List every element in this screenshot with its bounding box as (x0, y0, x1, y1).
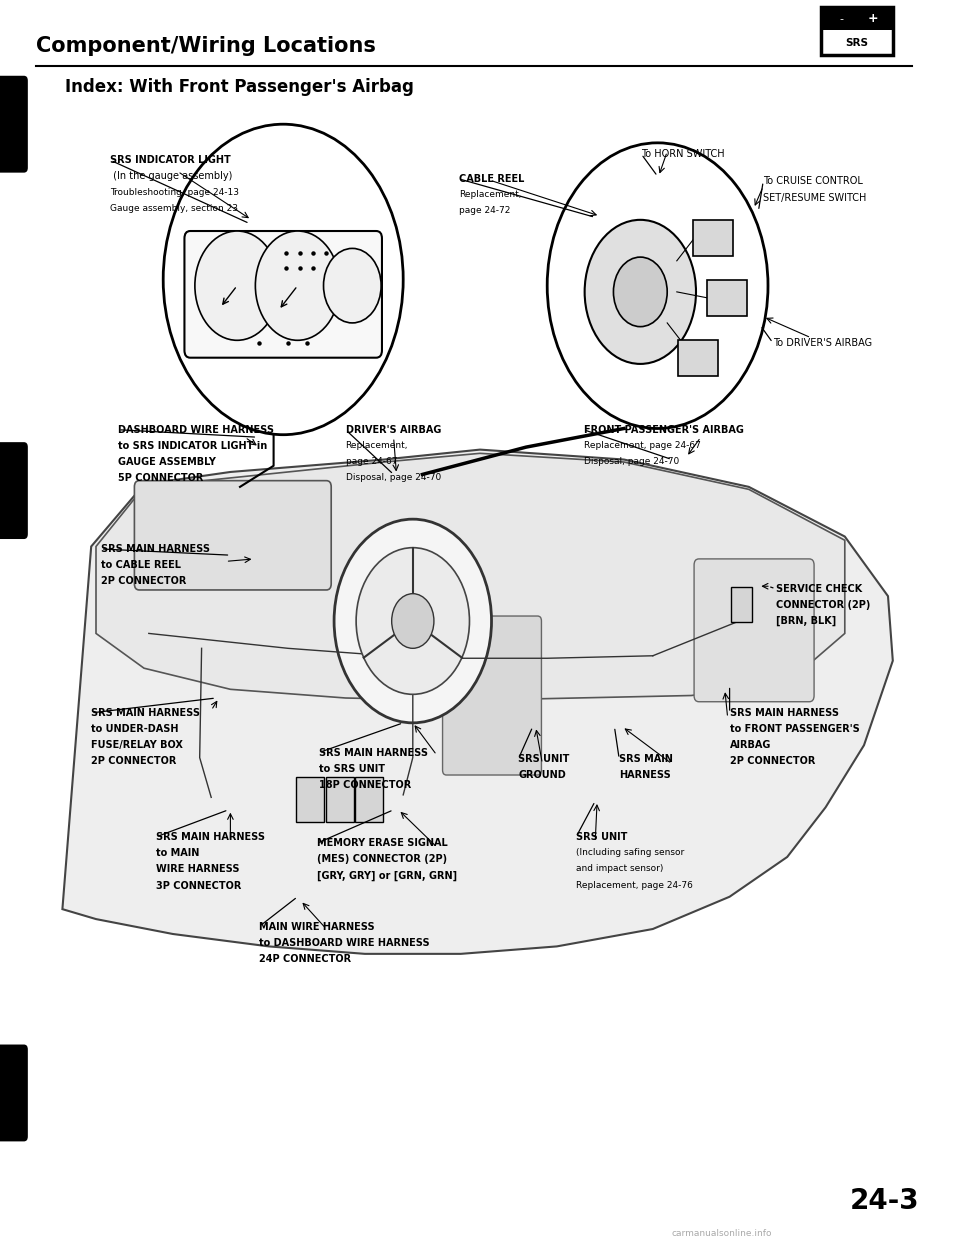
FancyBboxPatch shape (693, 220, 733, 256)
FancyBboxPatch shape (821, 7, 893, 30)
Text: 18P CONNECTOR: 18P CONNECTOR (319, 780, 411, 790)
Text: To CRUISE CONTROL: To CRUISE CONTROL (763, 176, 863, 186)
FancyBboxPatch shape (678, 339, 718, 375)
Circle shape (547, 143, 768, 428)
Text: Replacement, page 24-76: Replacement, page 24-76 (576, 881, 693, 889)
FancyBboxPatch shape (443, 616, 541, 775)
FancyBboxPatch shape (731, 587, 752, 622)
Text: Gauge assembly, section 23: Gauge assembly, section 23 (110, 204, 238, 212)
Circle shape (324, 248, 381, 323)
Text: SRS INDICATOR LIGHT: SRS INDICATOR LIGHT (110, 155, 231, 165)
Text: 3P CONNECTOR: 3P CONNECTOR (156, 881, 241, 891)
Text: SRS MAIN HARNESS: SRS MAIN HARNESS (319, 748, 428, 758)
FancyBboxPatch shape (134, 481, 331, 590)
Text: 2P CONNECTOR: 2P CONNECTOR (730, 756, 815, 766)
Text: to SRS UNIT: to SRS UNIT (319, 764, 385, 774)
FancyBboxPatch shape (326, 777, 354, 822)
Text: DRIVER'S AIRBAG: DRIVER'S AIRBAG (346, 425, 441, 435)
Text: SRS MAIN HARNESS: SRS MAIN HARNESS (730, 708, 839, 718)
Text: [GRY, GRY] or [GRN, GRN]: [GRY, GRY] or [GRN, GRN] (317, 871, 457, 881)
Text: carmanualsonline.info: carmanualsonline.info (672, 1230, 773, 1238)
Circle shape (356, 548, 469, 694)
Text: -: - (839, 14, 843, 24)
Text: To HORN SWITCH: To HORN SWITCH (641, 149, 725, 159)
Text: CABLE REEL: CABLE REEL (459, 174, 524, 184)
Text: DASHBOARD WIRE HARNESS: DASHBOARD WIRE HARNESS (118, 425, 275, 435)
Text: to CABLE REEL: to CABLE REEL (101, 560, 180, 570)
Text: Disposal, page 24-70: Disposal, page 24-70 (346, 473, 441, 482)
Circle shape (334, 519, 492, 723)
Circle shape (195, 231, 279, 340)
Text: to DASHBOARD WIRE HARNESS: to DASHBOARD WIRE HARNESS (259, 938, 430, 948)
Text: SRS MAIN HARNESS: SRS MAIN HARNESS (101, 544, 210, 554)
Text: WIRE HARNESS: WIRE HARNESS (156, 864, 239, 874)
Text: to FRONT PASSENGER'S: to FRONT PASSENGER'S (730, 724, 859, 734)
Text: [BRN, BLK]: [BRN, BLK] (776, 616, 836, 626)
Text: SRS: SRS (846, 39, 868, 48)
Text: to UNDER-DASH: to UNDER-DASH (91, 724, 179, 734)
Text: HARNESS: HARNESS (619, 770, 671, 780)
Text: page 24-72: page 24-72 (459, 206, 511, 215)
Text: Replacement,: Replacement, (346, 441, 408, 450)
Polygon shape (62, 450, 893, 954)
Text: Index: With Front Passenger's Airbag: Index: With Front Passenger's Airbag (65, 78, 414, 96)
Polygon shape (96, 453, 845, 700)
Text: SERVICE CHECK: SERVICE CHECK (776, 584, 862, 594)
Text: to MAIN: to MAIN (156, 848, 199, 858)
Circle shape (585, 220, 696, 364)
FancyBboxPatch shape (694, 559, 814, 702)
Circle shape (613, 257, 667, 327)
Text: SRS UNIT: SRS UNIT (576, 832, 628, 842)
Circle shape (255, 231, 340, 340)
Text: CONNECTOR (2P): CONNECTOR (2P) (776, 600, 870, 610)
Text: (In the gauge assembly): (In the gauge assembly) (110, 171, 232, 181)
FancyBboxPatch shape (184, 231, 382, 358)
Text: Component/Wiring Locations: Component/Wiring Locations (36, 36, 376, 56)
Text: 24P CONNECTOR: 24P CONNECTOR (259, 954, 351, 964)
Text: 24-3: 24-3 (850, 1186, 920, 1215)
Text: +: + (867, 12, 878, 25)
Text: Replacement,: Replacement, (459, 190, 521, 199)
Text: Disposal, page 24-70: Disposal, page 24-70 (584, 457, 679, 466)
Text: Troubleshooting, page 24-13: Troubleshooting, page 24-13 (110, 188, 239, 196)
FancyBboxPatch shape (821, 7, 893, 55)
FancyBboxPatch shape (0, 442, 28, 539)
Text: 2P CONNECTOR: 2P CONNECTOR (91, 756, 177, 766)
Text: SRS UNIT: SRS UNIT (518, 754, 570, 764)
Text: GROUND: GROUND (518, 770, 566, 780)
Text: 5P CONNECTOR: 5P CONNECTOR (118, 473, 204, 483)
Circle shape (163, 124, 403, 435)
Text: FRONT PASSENGER'S AIRBAG: FRONT PASSENGER'S AIRBAG (584, 425, 744, 435)
Text: and impact sensor): and impact sensor) (576, 864, 663, 873)
Text: (MES) CONNECTOR (2P): (MES) CONNECTOR (2P) (317, 854, 447, 864)
FancyBboxPatch shape (355, 777, 383, 822)
Text: SET/RESUME SWITCH: SET/RESUME SWITCH (763, 193, 867, 202)
Text: FUSE/RELAY BOX: FUSE/RELAY BOX (91, 740, 183, 750)
FancyBboxPatch shape (707, 279, 747, 315)
Text: To DRIVER'S AIRBAG: To DRIVER'S AIRBAG (773, 338, 872, 348)
Text: AIRBAG: AIRBAG (730, 740, 771, 750)
Text: (Including safing sensor: (Including safing sensor (576, 848, 684, 857)
Text: MAIN WIRE HARNESS: MAIN WIRE HARNESS (259, 922, 374, 932)
FancyBboxPatch shape (296, 777, 324, 822)
Circle shape (392, 594, 434, 648)
FancyBboxPatch shape (0, 1045, 28, 1141)
Text: to SRS INDICATOR LIGHT in: to SRS INDICATOR LIGHT in (118, 441, 267, 451)
Text: SRS MAIN: SRS MAIN (619, 754, 673, 764)
Text: SRS MAIN HARNESS: SRS MAIN HARNESS (156, 832, 265, 842)
Text: GAUGE ASSEMBLY: GAUGE ASSEMBLY (118, 457, 216, 467)
Text: page 24-67: page 24-67 (346, 457, 397, 466)
Text: Replacement, page 24-67: Replacement, page 24-67 (584, 441, 701, 450)
Text: 2P CONNECTOR: 2P CONNECTOR (101, 576, 186, 586)
Text: MEMORY ERASE SIGNAL: MEMORY ERASE SIGNAL (317, 838, 447, 848)
FancyBboxPatch shape (0, 76, 28, 173)
Text: SRS MAIN HARNESS: SRS MAIN HARNESS (91, 708, 201, 718)
